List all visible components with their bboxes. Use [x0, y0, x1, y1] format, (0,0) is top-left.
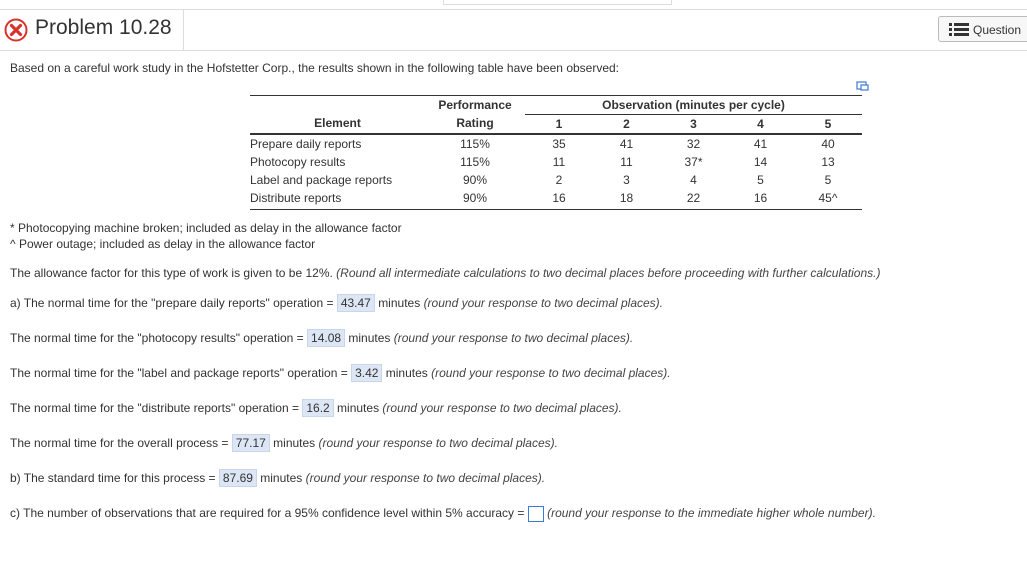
header-cell: 4: [727, 114, 794, 135]
header-cell: 3: [660, 114, 727, 135]
question-line: The normal time for the overall process …: [10, 434, 558, 452]
table-cell: 35: [552, 136, 566, 151]
data-table: Performance Observation (minutes per cyc…: [250, 95, 862, 210]
question-text: c) The number of observations that are r…: [10, 506, 525, 521]
list-icon: [949, 23, 969, 36]
header-border: [0, 50, 1027, 51]
table-cell: 16: [525, 189, 593, 210]
question-button[interactable]: Question: [938, 16, 1027, 42]
header-cell: Element: [250, 114, 425, 135]
table-cell: 90%: [462, 172, 488, 187]
table-cell: 14: [753, 154, 768, 169]
answer-box: 87.69: [218, 469, 257, 487]
table-cell: 90%: [425, 189, 525, 210]
question-line: The normal time for the "label and packa…: [10, 364, 671, 382]
hint-text: (round your response to two decimal plac…: [423, 296, 664, 310]
table-cell: 115%: [460, 136, 490, 151]
table-row: Distribute reports 90% 16 18 22 16 45^: [250, 189, 862, 210]
problem-title: Problem 10.28: [35, 16, 172, 39]
header-row: Performance Observation (minutes per cyc…: [250, 95, 862, 115]
unit-text: minutes: [348, 331, 391, 345]
header-cell: Performance: [425, 95, 525, 115]
intro-text: Based on a careful work study in the Hof…: [10, 61, 620, 75]
table-cell: 2: [555, 172, 563, 187]
copy-icon[interactable]: [856, 80, 870, 92]
question-text: The normal time for the "label and packa…: [10, 366, 348, 380]
header-cell: 1: [525, 114, 593, 135]
table-cell: 37*: [684, 154, 703, 169]
table-cell: 3: [623, 172, 630, 187]
table-cell: Distribute reports: [250, 189, 425, 210]
table-row: Prepare daily reports 115% 35 41 32 41 40: [250, 134, 862, 153]
table-cell: 5: [757, 172, 764, 187]
incorrect-icon: [4, 18, 28, 42]
footnote: * Photocopying machine broken; included …: [10, 221, 402, 235]
allowance-text: The allowance factor for this type of wo…: [10, 266, 333, 280]
unit-text: minutes: [378, 296, 421, 310]
hint-text: (round your response to two decimal plac…: [393, 331, 634, 345]
hint-text: (round your response to two decimal plac…: [382, 401, 622, 415]
hint-text: (round your response to two decimal plac…: [318, 436, 558, 450]
table-cell: 41: [753, 136, 768, 151]
hint-text: (round your response to two decimal plac…: [431, 366, 671, 380]
header-cell: [250, 95, 425, 115]
table-cell: 13: [821, 154, 835, 169]
question-line: The normal time for the "photocopy resul…: [10, 329, 634, 347]
unit-text: minutes: [385, 366, 428, 380]
question-line: b) The standard time for this process = …: [10, 469, 546, 487]
allowance-line: The allowance factor for this type of wo…: [10, 266, 880, 280]
table-cell: 41: [619, 136, 634, 151]
question-text: a) The normal time for the "prepare dail…: [10, 296, 334, 310]
question-text: The normal time for the overall process …: [10, 436, 229, 450]
table-cell: 11: [552, 154, 566, 169]
header-cell: 5: [794, 114, 862, 135]
top-border: [0, 9, 1027, 10]
table-cell: Label and package reports: [250, 172, 393, 187]
table-cell: 40: [821, 136, 835, 151]
answer-box: 16.2: [302, 399, 334, 417]
question-text: The normal time for the "distribute repo…: [10, 401, 299, 415]
question-text: The normal time for the "photocopy resul…: [10, 331, 304, 345]
hint-text: (round your response to two decimal plac…: [305, 471, 546, 485]
tab-strip: [443, 0, 672, 5]
unit-text: minutes: [337, 401, 380, 415]
answer-box: 14.08: [307, 329, 346, 347]
question-label: Question: [973, 23, 1022, 37]
header-cell: 2: [593, 114, 660, 135]
allowance-hint: (Round all intermediate calculations to …: [336, 266, 881, 280]
table-row: Label and package reports 90% 2 3 4 5 5: [250, 171, 862, 189]
table-cell: 16: [727, 189, 794, 210]
table-row: Photocopy results 115% 11 11 37* 14 13: [250, 153, 862, 171]
table-cell: Photocopy results: [250, 154, 346, 169]
unit-text: minutes: [260, 471, 303, 485]
header-cell: Observation (minutes per cycle): [525, 95, 862, 115]
hint-text: (round your response to the immediate hi…: [547, 506, 876, 521]
answer-box: 3.42: [351, 364, 383, 382]
answer-box: 43.47: [336, 294, 375, 312]
table-cell: 32: [686, 136, 701, 151]
answer-box: 77.17: [231, 434, 270, 452]
table-cell: 115%: [460, 154, 490, 169]
header-cell: Rating: [425, 114, 525, 135]
question-line: The normal time for the "distribute repo…: [10, 399, 622, 417]
table-cell: 45^: [794, 189, 862, 210]
table-cell: 4: [690, 172, 697, 187]
unit-text: minutes: [273, 436, 316, 450]
question-line: c) The number of observations that are r…: [10, 506, 876, 522]
header-row: Element Rating 1 2 3 4 5: [250, 114, 862, 135]
table-cell: Prepare daily reports: [250, 136, 362, 151]
table-cell: 11: [620, 154, 633, 169]
table-cell: 18: [593, 189, 660, 210]
divider: [183, 10, 184, 50]
table-cell: 22: [660, 189, 727, 210]
table-cell: 5: [824, 172, 832, 187]
answer-input[interactable]: [527, 506, 544, 522]
question-text: b) The standard time for this process =: [10, 471, 216, 485]
footnote: ^ Power outage; included as delay in the…: [10, 237, 316, 251]
question-line: a) The normal time for the "prepare dail…: [10, 294, 664, 312]
